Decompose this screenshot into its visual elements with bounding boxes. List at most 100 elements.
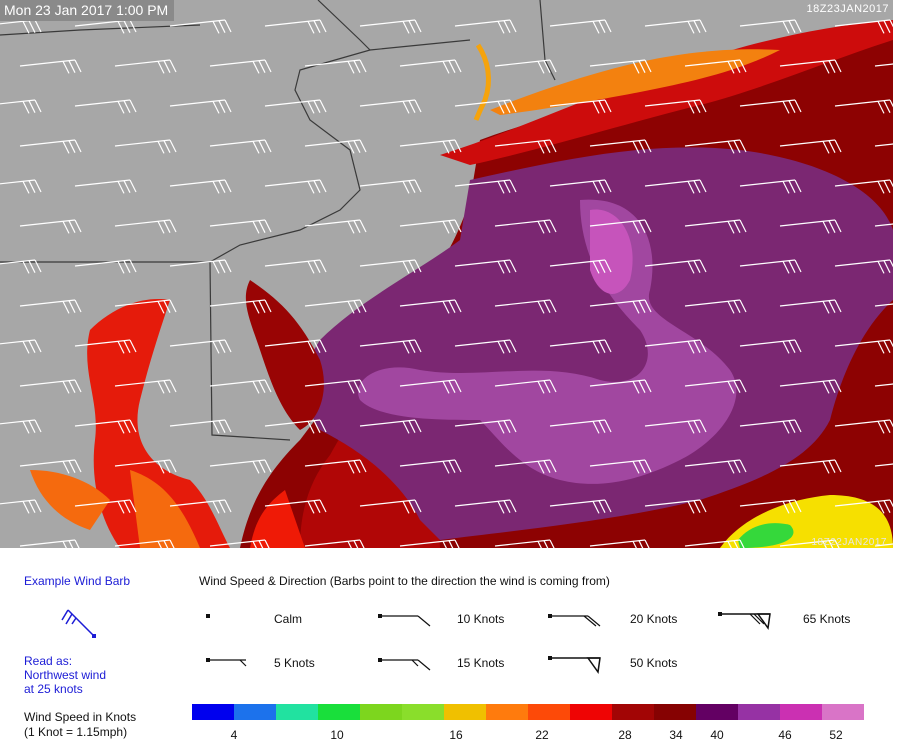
wind-barb <box>114 219 177 234</box>
hudson-river <box>473 43 491 121</box>
example-barb-icon <box>61 609 96 638</box>
wind-barb <box>834 499 893 514</box>
wind-barb <box>644 179 707 194</box>
scale-swatch <box>738 704 780 720</box>
wind-barb <box>74 499 137 514</box>
read-as-line2: Northwest wind <box>24 668 107 682</box>
coastal-wind-strip <box>440 20 893 165</box>
wind-barb <box>0 19 42 34</box>
wind-barb <box>454 259 517 274</box>
wind-barb <box>0 419 42 434</box>
scale-swatch <box>402 704 444 720</box>
wind-barb <box>834 19 893 34</box>
wind-barb <box>494 539 555 548</box>
wind-barb <box>304 539 365 548</box>
wind-barb <box>739 179 802 194</box>
wind-barb <box>779 379 842 394</box>
scale-tick-label: 22 <box>535 728 549 742</box>
wind-barb <box>494 219 557 234</box>
wind-barb <box>74 19 137 34</box>
ocean-wind-field-42 <box>305 147 893 540</box>
wind-barb <box>264 499 327 514</box>
wind-barb <box>549 99 612 114</box>
wind-barb <box>264 19 327 34</box>
wind-barb <box>114 299 177 314</box>
legend-header: Wind Speed & Direction (Barbs point to t… <box>199 574 610 588</box>
wind-barb <box>114 139 177 154</box>
wind-barb <box>684 219 747 234</box>
wind-barb <box>684 539 745 548</box>
scale-swatch <box>318 704 360 720</box>
scale-swatch <box>276 704 318 720</box>
read-as-line1: Read as: <box>24 654 73 668</box>
ocean-wind-field-48 <box>358 199 737 484</box>
se-wind-field-10 <box>738 523 794 548</box>
wind-barb <box>684 459 747 474</box>
wind-barb <box>834 179 893 194</box>
wind-barb <box>19 299 82 314</box>
wind-barb <box>209 539 270 548</box>
scale-tick-label: 4 <box>230 728 238 742</box>
wind-barb <box>589 379 652 394</box>
wind-barb <box>399 539 460 548</box>
wind-barb <box>874 143 893 147</box>
wind-barb <box>549 419 612 434</box>
wind-barb <box>304 299 367 314</box>
scale-swatch <box>612 704 654 720</box>
wind-barb <box>454 19 517 34</box>
wind-barb <box>454 339 517 354</box>
wind-barb <box>454 99 517 114</box>
scale-subtitle: (1 Knot = 1.15mph) <box>24 725 128 739</box>
wind-barb <box>169 179 232 194</box>
wind-barb <box>454 499 517 514</box>
scale-swatch <box>654 704 696 720</box>
wind-barb <box>549 179 612 194</box>
wind-barb <box>834 339 893 354</box>
wind-barb-field <box>0 19 893 548</box>
chesapeake-bay <box>87 299 230 548</box>
wind-barb <box>454 419 517 434</box>
wind-barb <box>209 299 272 314</box>
wind-barb <box>74 419 137 434</box>
wind-barb <box>209 219 272 234</box>
delaware-bay <box>245 280 324 430</box>
wind-barb <box>264 339 327 354</box>
wind-barb <box>209 379 272 394</box>
wind-map: Mon 23 Jan 2017 1:00 PM 18Z23JAN2017 18Z… <box>0 0 893 548</box>
wind-barb <box>19 379 82 394</box>
model-run-id: 18Z23JAN2017 <box>806 3 889 15</box>
wind-barb <box>169 419 232 434</box>
wind-barb <box>359 419 422 434</box>
map-canvas <box>0 0 893 548</box>
wind-barb <box>874 543 893 547</box>
wind-barb <box>304 139 367 154</box>
wind-barb <box>589 59 652 74</box>
example-barb-title: Example Wind Barb <box>24 574 131 588</box>
wind-barb <box>359 499 422 514</box>
wind-barb <box>589 139 652 154</box>
scale-swatch <box>234 704 276 720</box>
wind-barb <box>874 463 893 467</box>
legend-panel: Example Wind Barb Read as: Northwest win… <box>0 548 908 750</box>
long-island-sound <box>490 49 780 115</box>
wind-barb <box>0 179 42 194</box>
wind-barb <box>264 99 327 114</box>
potomac-river <box>30 470 110 530</box>
wind-barb <box>359 259 422 274</box>
wind-barb <box>779 139 842 154</box>
wind-speed-color-scale <box>192 704 864 720</box>
ocean-wind-field-52 <box>590 209 633 294</box>
scale-swatch <box>528 704 570 720</box>
wind-barb <box>874 223 893 227</box>
wind-barb <box>779 459 842 474</box>
wind-barb <box>19 219 82 234</box>
wind-barb <box>644 99 707 114</box>
wind-barb <box>19 539 80 548</box>
wind-barb <box>644 339 707 354</box>
wind-barb <box>264 419 327 434</box>
wind-barb <box>739 499 802 514</box>
wind-barb <box>399 59 462 74</box>
wind-barb <box>399 379 462 394</box>
wind-barb <box>399 299 462 314</box>
wind-barb <box>644 419 707 434</box>
